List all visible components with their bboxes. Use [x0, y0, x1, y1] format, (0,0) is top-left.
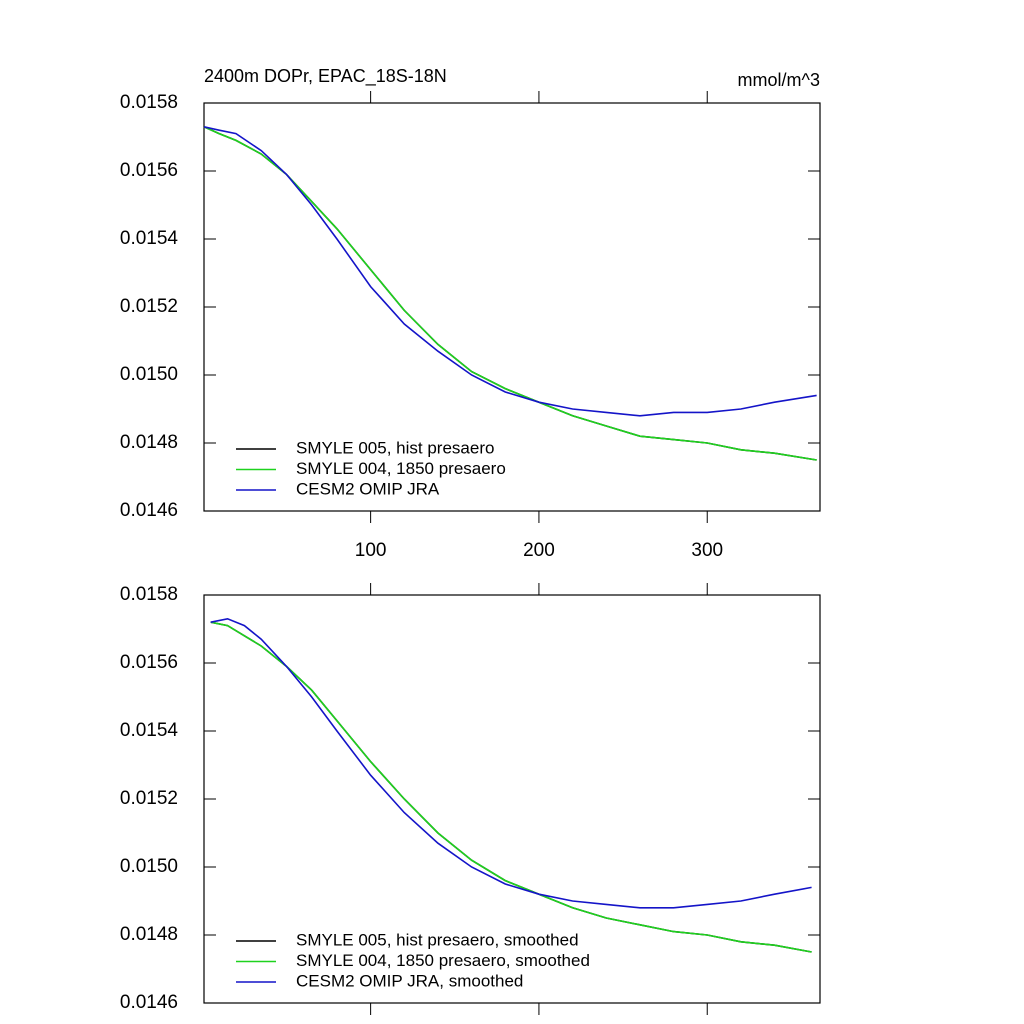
chart-title: 2400m DOPr, EPAC_18S-18N [204, 66, 447, 87]
y-tick-label: 0.0152 [120, 788, 178, 809]
series-line [210, 617, 812, 909]
legend-label: CESM2 OMIP JRA, smoothed [296, 971, 523, 990]
x-tick-label: 300 [691, 540, 723, 561]
y-tick-label: 0.0154 [120, 228, 179, 249]
series-line [203, 126, 817, 417]
y-tick-label: 0.0148 [120, 432, 178, 453]
series-line [210, 621, 812, 953]
y-tick-label: 0.0146 [120, 992, 178, 1013]
units-label: mmol/m^3 [738, 70, 820, 90]
x-tick-label: 100 [355, 540, 387, 561]
legend-label: SMYLE 004, 1850 presaero, smoothed [296, 951, 590, 970]
y-tick-label: 0.0152 [120, 296, 178, 317]
y-tick-label: 0.0158 [120, 584, 178, 605]
y-tick-label: 0.0154 [120, 720, 179, 741]
y-tick-label: 0.0156 [120, 160, 178, 181]
y-tick-label: 0.0146 [120, 500, 178, 521]
legend-label: SMYLE 005, hist presaero [296, 438, 494, 457]
legend-label: CESM2 OMIP JRA [296, 479, 440, 498]
y-tick-label: 0.0148 [120, 924, 178, 945]
x-tick-label: 200 [523, 540, 555, 561]
legend-label: SMYLE 005, hist presaero, smoothed [296, 930, 579, 949]
series-line [203, 126, 817, 461]
y-tick-label: 0.0150 [120, 856, 178, 877]
y-tick-label: 0.0150 [120, 364, 178, 385]
y-tick-label: 0.0158 [120, 92, 178, 113]
y-tick-label: 0.0156 [120, 652, 178, 673]
legend-label: SMYLE 004, 1850 presaero [296, 459, 506, 478]
